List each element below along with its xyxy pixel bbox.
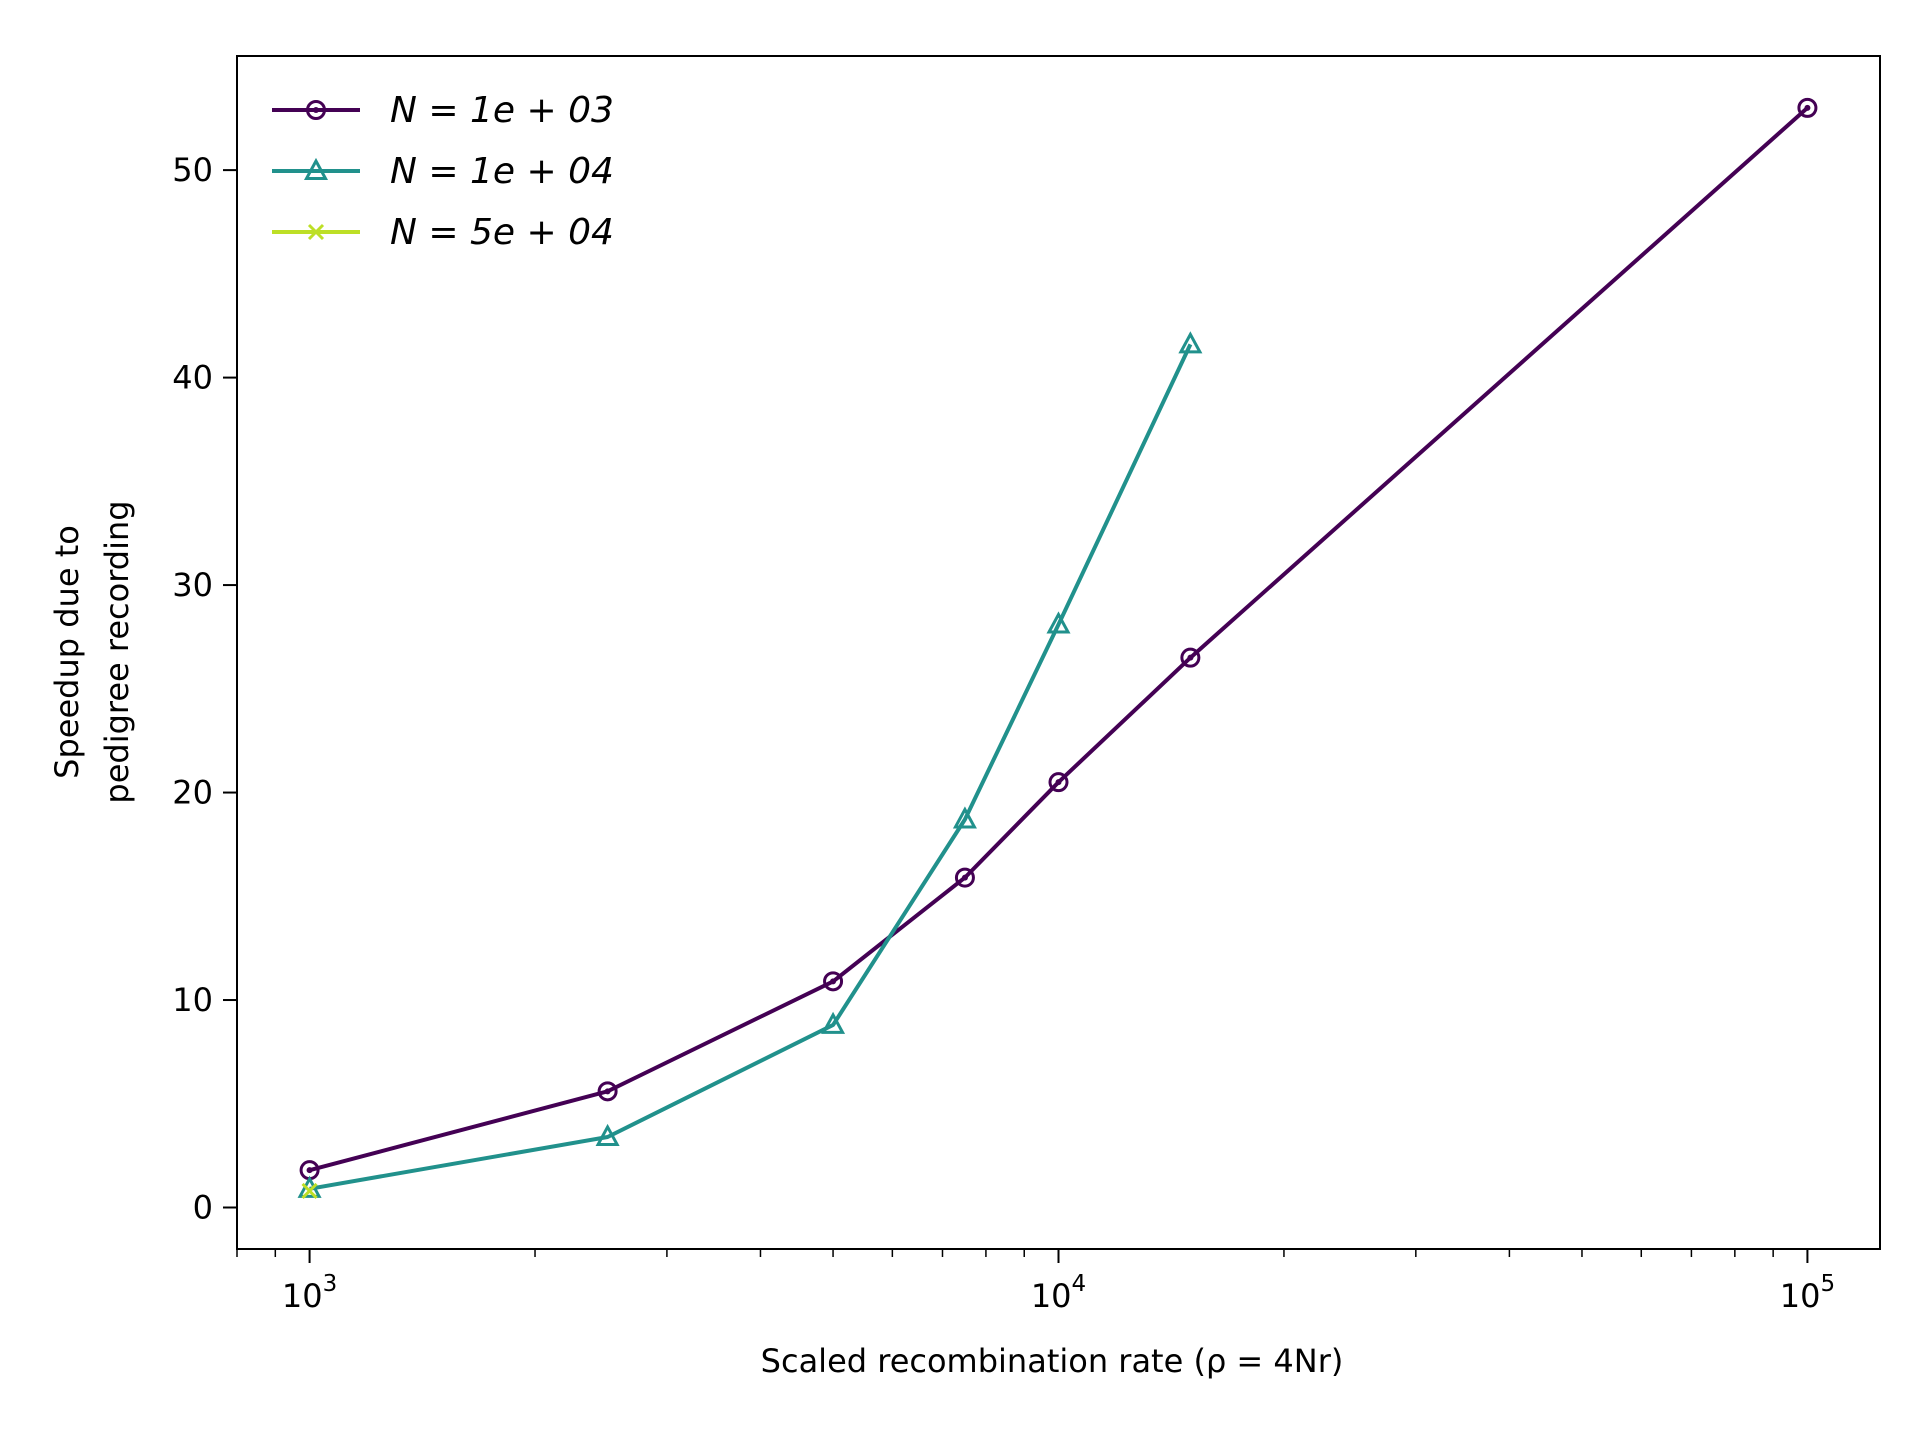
legend-label: N = 1e + 03	[390, 90, 614, 131]
legend-label: N = 5e + 04	[390, 212, 614, 253]
x-minor-ticks	[236, 1249, 1774, 1257]
legend-item: N = 5e + 04	[272, 212, 614, 253]
data-point	[306, 100, 326, 120]
data-point	[954, 867, 975, 888]
y-axis-ticks: 0 10 20 30 40 50	[172, 151, 237, 1227]
x-axis-ticks: 103 104 105	[282, 1249, 1835, 1315]
data-point	[823, 971, 844, 992]
y-tick-label: 10	[172, 981, 213, 1019]
data-point-center	[1187, 654, 1194, 661]
y-tick-label: 40	[172, 359, 213, 397]
y-axis-label-line1: Speedup due to	[48, 525, 86, 779]
data-point-center	[830, 978, 837, 985]
y-axis-label-line2: pedigree recording	[98, 500, 136, 803]
data-point-center	[313, 107, 319, 113]
data-point	[307, 223, 325, 241]
data-point-center	[1804, 104, 1811, 111]
data-point	[303, 157, 329, 180]
x-tick-label: 104	[1031, 1271, 1086, 1315]
legend: N = 1e + 03 N = 1e + 04 N = 5e + 04	[272, 90, 614, 253]
y-tick-label: 20	[172, 774, 213, 812]
data-point-center	[961, 874, 968, 881]
y-tick-label: 50	[172, 151, 213, 189]
data-point	[595, 1123, 620, 1146]
legend-label: N = 1e + 04	[390, 151, 614, 192]
data-point-center	[604, 1088, 611, 1095]
legend-item: N = 1e + 03	[272, 90, 614, 131]
series-line	[309, 343, 1193, 1191]
series-1	[299, 97, 1818, 1181]
data-point	[301, 1182, 318, 1199]
data-point	[1178, 331, 1203, 354]
legend-item: N = 1e + 04	[272, 151, 614, 192]
data-point	[1180, 647, 1201, 668]
data-point	[597, 1081, 618, 1102]
x-axis-label: Scaled recombination rate (ρ = 4Nr)	[761, 1342, 1344, 1380]
x-tick-label: 105	[1780, 1271, 1835, 1315]
data-point-center	[1055, 779, 1062, 786]
y-tick-label: 30	[172, 566, 213, 604]
series-layer	[297, 97, 1818, 1199]
series-line	[309, 106, 1809, 1173]
series-3	[301, 1182, 318, 1199]
series-2	[297, 331, 1203, 1198]
y-axis-label: Speedup due to pedigree recording	[48, 500, 136, 803]
data-point	[1046, 611, 1071, 634]
data-point	[952, 806, 977, 829]
data-point	[1048, 772, 1069, 793]
data-point	[821, 1011, 846, 1034]
y-tick-label: 0	[193, 1189, 213, 1227]
data-point-center	[306, 1167, 313, 1174]
x-tick-label: 103	[282, 1271, 337, 1315]
data-point	[1797, 97, 1818, 118]
